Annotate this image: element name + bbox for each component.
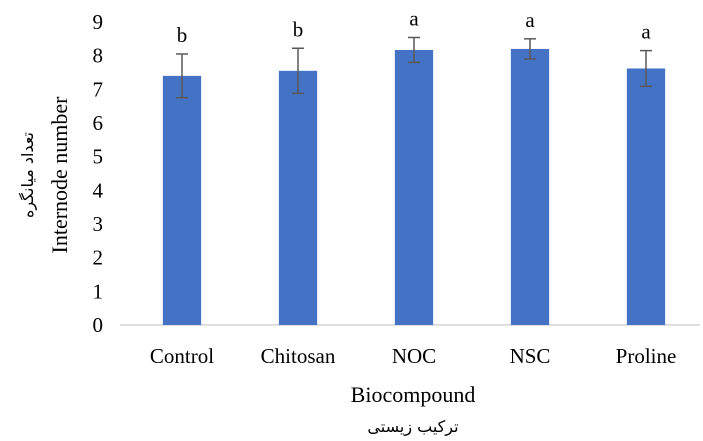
y-axis-label-persian: تعداد میانگره (18, 132, 38, 218)
y-tick-label: 8 (93, 44, 104, 68)
x-tick-label: Proline (616, 344, 677, 368)
y-tick-label: 7 (93, 77, 104, 101)
bar (394, 49, 434, 326)
error-bar (292, 47, 304, 95)
x-axis-ticks: Control Chitosan NOC NSC Proline (150, 344, 676, 368)
y-tick-label: 3 (93, 212, 104, 236)
error-bar (640, 49, 652, 88)
x-axis-label-persian: ترکیب زیستی (367, 417, 458, 437)
y-tick-label: 1 (93, 279, 104, 303)
bar (162, 75, 202, 325)
y-tick-label: 4 (93, 178, 104, 202)
error-bar (176, 53, 188, 99)
x-tick-label: Chitosan (261, 344, 336, 368)
y-tick-label: 6 (93, 111, 104, 135)
bar (626, 68, 666, 326)
significance-letter: a (641, 20, 651, 44)
y-axis-label: Internode number (47, 96, 72, 254)
error-bars (176, 36, 652, 99)
bar (278, 70, 318, 325)
y-tick-label: 2 (93, 246, 104, 270)
x-tick-label: Control (150, 344, 214, 368)
bars (162, 48, 666, 326)
x-axis-label: Biocompound (351, 382, 476, 407)
y-tick-label: 5 (93, 145, 104, 169)
x-tick-label: NOC (392, 344, 436, 368)
significance-letter: a (409, 6, 419, 30)
x-tick-label: NSC (510, 344, 551, 368)
significance-letter: a (525, 8, 535, 32)
y-tick-label: 0 (93, 313, 104, 337)
bar (510, 48, 550, 325)
error-bar (408, 36, 420, 64)
y-tick-label: 9 (93, 10, 104, 34)
error-bar (524, 38, 536, 60)
significance-letter: b (177, 23, 188, 47)
y-axis-ticks: 0 1 2 3 4 5 6 7 8 9 (93, 10, 104, 337)
significance-letter: b (293, 17, 304, 41)
